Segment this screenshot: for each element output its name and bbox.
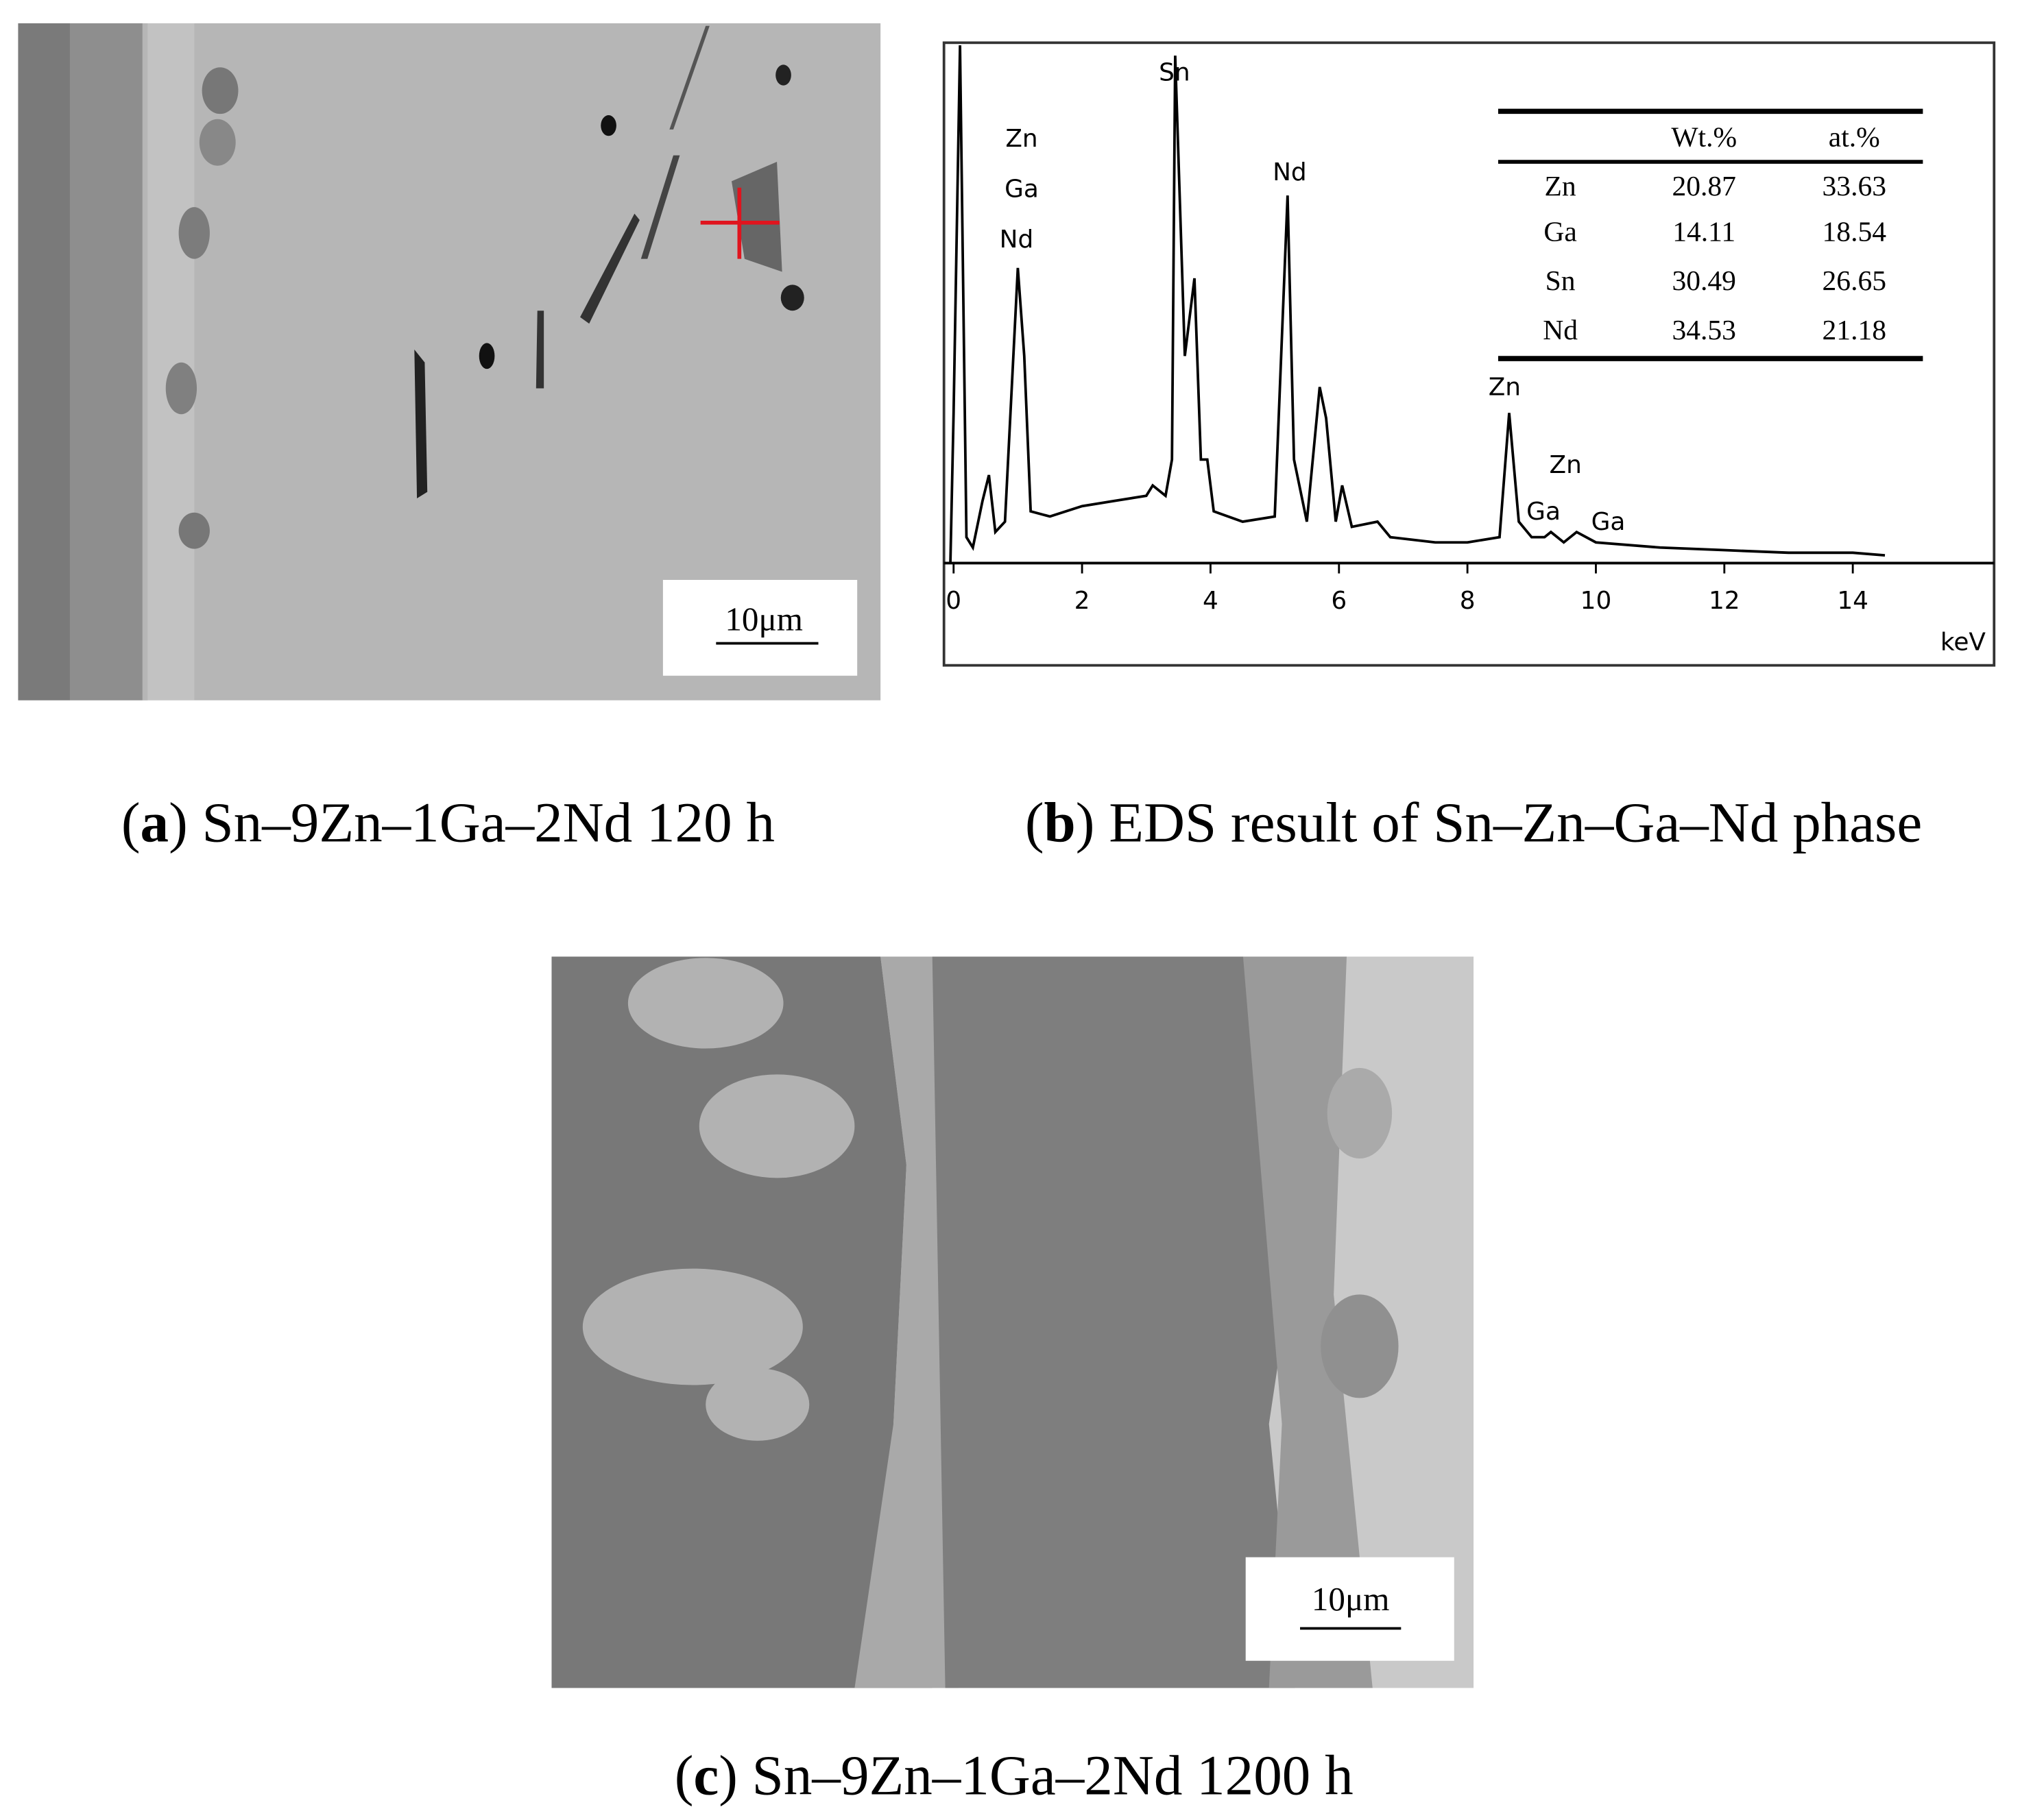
table-cell: Ga [1543,215,1576,247]
x-tick-label: 10 [1580,587,1612,615]
peak-label: Zn [1550,451,1582,479]
peak-label: Ga [1591,508,1626,536]
caption-text: ) Sn–9Zn–1Ga–2Nd 120 h [169,791,775,854]
table-cell: 33.63 [1823,170,1886,202]
x-tick-label: 14 [1837,587,1868,615]
x-tick-label: 4 [1203,587,1218,615]
peak-label: Nd [1273,158,1307,186]
x-tick-label: 12 [1709,587,1740,615]
sem-image-a: 10μm [18,23,881,701]
x-tick-label: 8 [1460,587,1476,615]
scale-bar-label: 10μm [725,600,803,638]
caption-text: ) Sn–9Zn–1Ga–2Nd 1200 h [719,1743,1353,1806]
x-tick-label: 2 [1074,587,1090,615]
peak-label: Zn [1005,125,1037,153]
caption: (b) EDS result of Sn–Zn–Ga–Nd phase [1025,791,1922,854]
table-cell: 21.18 [1823,314,1886,345]
caption: (c) Sn–9Zn–1Ga–2Nd 1200 h [675,1743,1354,1806]
peak-label: Sn [1159,59,1190,87]
table-cell: 14.11 [1672,215,1735,247]
caption-prefix: ( [675,1743,694,1806]
caption-prefix: ( [121,791,141,854]
table-cell: 20.87 [1672,170,1735,202]
table-header: Wt.% [1671,121,1737,152]
caption-label: c [693,1743,719,1806]
x-tick-label: 0 [946,587,961,615]
table-cell: 18.54 [1823,215,1887,247]
table-cell: 26.65 [1823,265,1886,296]
caption: (a) Sn–9Zn–1Ga–2Nd 120 h [121,791,775,854]
sem-image-c: 10μm [551,956,1474,1688]
table-cell: 30.49 [1672,265,1735,296]
peak-label: Ga [1526,498,1561,526]
table-cell: 34.53 [1672,314,1735,345]
caption-label: a [141,791,169,854]
table-cell: Nd [1543,314,1578,345]
table-header: at.% [1829,121,1880,152]
chart-frame [942,41,1996,667]
caption-prefix: ( [1025,791,1044,854]
peak-label: Nd [1000,226,1034,254]
table-cell: Zn [1545,170,1576,202]
table-cell: Sn [1546,265,1576,296]
caption-text: ) EDS result of Sn–Zn–Ga–Nd phase [1076,791,1922,854]
scale-bar-label: 10μm [1312,1580,1390,1618]
caption-label: b [1044,791,1076,854]
x-tick-label: 6 [1331,587,1347,615]
peak-label: Ga [1005,175,1039,204]
x-axis-label: keV [1940,629,1986,657]
peak-label: Zn [1489,374,1521,402]
eds-table: Wt.% at.% Zn 20.87 33.63 Ga 14.11 18.54 Sn 30.49 2… [1498,108,1923,361]
spectrum-line [949,45,1886,563]
